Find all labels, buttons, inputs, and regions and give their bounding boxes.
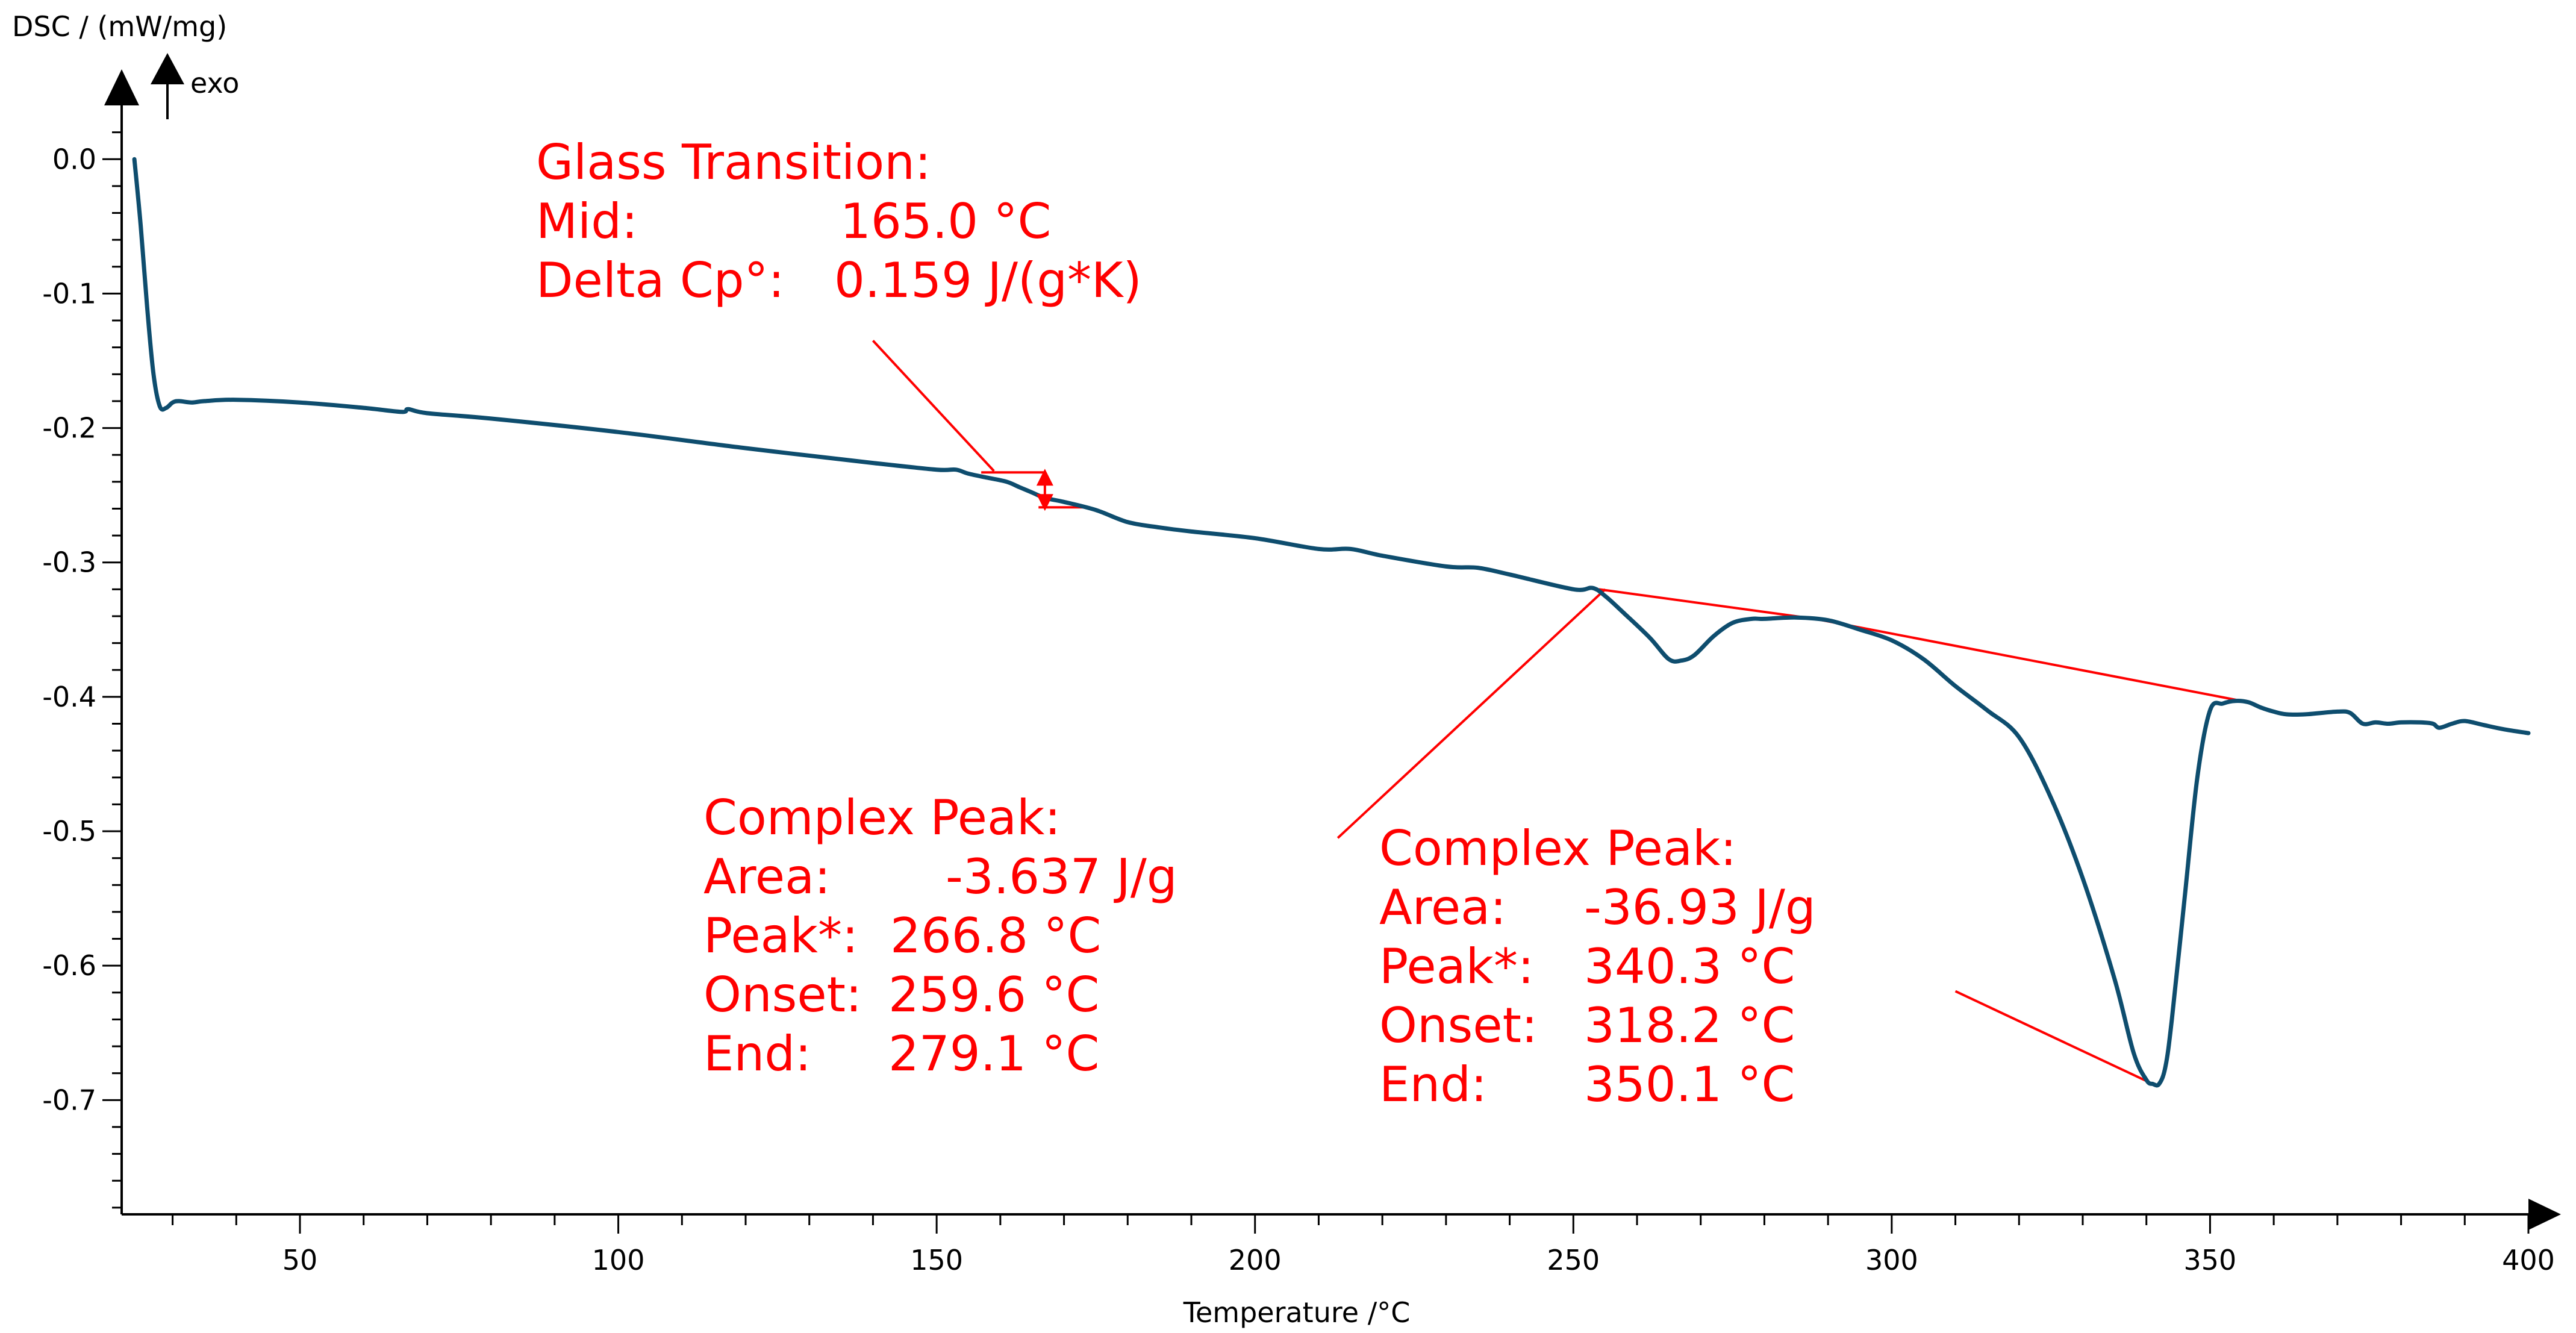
anno-p2-peak-value: 340.3 °C (1584, 938, 1795, 994)
anno-gt-dcp-value: 0.159 J/(g*K) (834, 252, 1142, 308)
annotation-complex-peak-2: Complex Peak: Area: -36.93 J/g Peak*: 34… (1379, 820, 1816, 1113)
x-axis-title: Temperature /°C (1183, 1296, 1411, 1329)
x-tick-label: 300 (1865, 1244, 1918, 1276)
series-group (132, 157, 2531, 1088)
tg-arrow-down (1036, 494, 1053, 511)
annotation-leaders (872, 340, 2154, 1085)
anno-p1-area-label: Area: (703, 849, 831, 905)
anno-p2-end-label: End: (1379, 1057, 1487, 1113)
x-ticks: 50 100 150 200 250 300 350 400 (282, 1214, 2555, 1276)
y-tick-label: -0.3 (42, 546, 96, 579)
anno-p2-area-value: -36.93 J/g (1584, 879, 1816, 935)
anno-gt-mid-label: Mid: (536, 193, 638, 249)
anno-gt-dcp-label: Delta Cp°: (536, 252, 784, 308)
exo-arrow-head (151, 53, 184, 84)
x-tick-label: 150 (910, 1244, 963, 1276)
anno-p1-onset-label: Onset: (703, 967, 862, 1023)
x-tick-label: 50 (282, 1244, 318, 1276)
anno-p2-end-value: 350.1 °C (1584, 1057, 1795, 1113)
anno-p1-peak-label: Peak*: (703, 908, 858, 964)
anno-p1-end-label: End: (703, 1026, 811, 1082)
anno-p2-title: Complex Peak: (1379, 820, 1736, 876)
anno-p1-onset-value: 259.6 °C (888, 967, 1099, 1023)
anno-p1-title: Complex Peak: (703, 790, 1061, 846)
anno-gt-title: Glass Transition: (536, 134, 931, 190)
anno-gt-mid-value: 165.0 °C (840, 193, 1051, 249)
x-tick-label: 100 (592, 1244, 645, 1276)
anno-p2-peak-label: Peak*: (1379, 938, 1534, 994)
anno-p2-onset-value: 318.2 °C (1584, 997, 1795, 1054)
x-axis-arrow (2528, 1199, 2561, 1230)
x-tick-label: 350 (2184, 1244, 2237, 1276)
y-ticks: 0.0 -0.1 -0.2 -0.3 -0.4 -0.5 -0.6 -0.7 (42, 143, 122, 1116)
anno-p1-peak-value: 266.8 °C (890, 908, 1101, 964)
y-tick-label: -0.4 (42, 681, 96, 713)
baselines (981, 471, 2249, 704)
annotation-complex-peak-1: Complex Peak: Area: -3.637 J/g Peak*: 26… (703, 790, 1177, 1082)
y-axis-arrow (104, 69, 139, 105)
peak1-baseline (1598, 588, 1816, 620)
dsc-curve (132, 157, 2531, 1088)
peak1-leader (1336, 588, 1606, 839)
x-tick-label: 400 (2502, 1244, 2555, 1276)
anno-p1-end-value: 279.1 °C (888, 1026, 1099, 1082)
y-tick-label: -0.5 (42, 815, 96, 848)
y-tick-label: -0.2 (42, 412, 96, 445)
annotation-glass-transition: Glass Transition: Mid: 165.0 °C Delta Cp… (536, 134, 1142, 308)
glass-leader (872, 340, 995, 472)
minor-ticks (112, 131, 2466, 1225)
y-tick-label: -0.6 (42, 949, 96, 982)
x-tick-label: 200 (1229, 1244, 1282, 1276)
y-axis-title: DSC / (mW/mg) (12, 10, 227, 43)
y-tick-label: -0.7 (42, 1084, 96, 1116)
glass-transition-markers (1036, 469, 1053, 511)
anno-p2-onset-label: Onset: (1379, 997, 1538, 1054)
exo-label: exo (190, 67, 239, 99)
tg-arrow-up (1036, 469, 1053, 486)
y-tick-label: -0.1 (42, 277, 96, 310)
y-tick-label: 0.0 (52, 143, 96, 175)
anno-p1-area-value: -3.637 J/g (946, 849, 1177, 905)
peak2-baseline (1815, 617, 2249, 704)
anno-p2-area-label: Area: (1379, 879, 1506, 935)
x-tick-label: 250 (1547, 1244, 1600, 1276)
peak2-leader (1954, 990, 2154, 1085)
